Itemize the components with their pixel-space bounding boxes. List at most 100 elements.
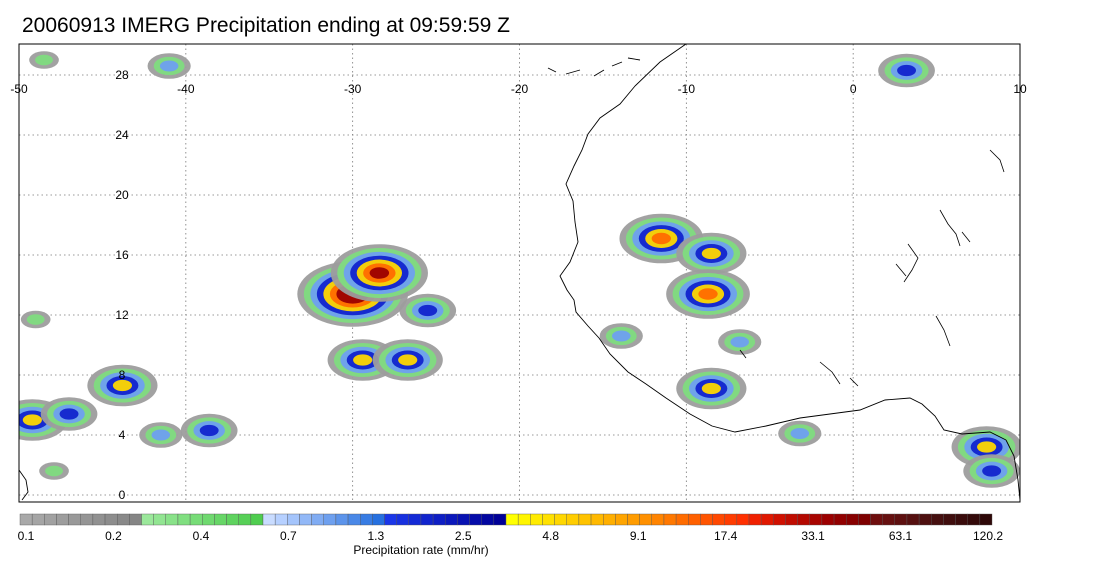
colorbar-swatch <box>943 513 956 526</box>
colorbar-swatch <box>372 513 385 526</box>
colorbar-swatch <box>542 513 555 526</box>
colorbar-swatch <box>44 513 57 526</box>
longitude-label: -20 <box>511 82 529 96</box>
longitude-label: 10 <box>1013 82 1027 96</box>
colorbar-swatch <box>615 513 628 526</box>
colorbar-swatch <box>797 513 810 526</box>
colorbar-swatch <box>481 513 495 526</box>
colorbar-swatch <box>566 513 580 526</box>
colorbar-swatch <box>894 513 908 526</box>
precip-cell-layer <box>59 408 79 420</box>
colorbar-swatch <box>967 513 981 526</box>
colorbar-swatch <box>590 513 604 526</box>
colorbar-swatch <box>809 513 823 526</box>
colorbar-swatch <box>92 513 106 526</box>
colorbar-tick-labels: 0.1 0.2 0.4 0.7 1.3 2.5 4.8 9.1 17.4 33.1 63.1 120.… <box>18 529 1004 543</box>
precip-cell-layer <box>151 429 171 441</box>
colorbar-swatch <box>651 513 665 526</box>
colorbar-swatch <box>785 513 798 526</box>
colorbar-swatch <box>833 513 847 526</box>
precip-cell-layer <box>698 288 718 300</box>
colorbar-tick-label: 17.4 <box>714 529 738 543</box>
longitude-label: -50 <box>10 82 28 96</box>
colorbar-swatch <box>445 513 458 526</box>
longitude-label: -30 <box>344 82 362 96</box>
inland-lakes-and-rivers <box>739 149 1005 387</box>
colorbar-swatch <box>262 513 276 526</box>
precip-cell-layer <box>35 54 53 66</box>
colorbar-swatch <box>68 513 81 526</box>
colorbar-swatch <box>906 513 920 526</box>
precip-cell-layer <box>418 304 438 317</box>
precip-cell-layer <box>112 379 133 392</box>
colorbar-swatch <box>773 513 786 526</box>
colorbar-swatch <box>274 513 288 526</box>
colorbar-swatch <box>688 513 701 526</box>
colorbar-swatch <box>165 513 179 526</box>
precip-cell-layer <box>398 354 418 366</box>
precip-cell-layer <box>701 382 721 395</box>
colorbar-swatch <box>347 513 361 526</box>
colorbar-swatch <box>457 513 470 526</box>
precip-cell-layer <box>612 330 631 342</box>
colorbar-swatch <box>700 513 713 526</box>
precip-cell-layer <box>45 465 63 477</box>
colorbar-swatch <box>396 513 409 526</box>
colorbar-swatch <box>177 513 191 526</box>
colorbar-tick-label: 0.7 <box>280 529 297 543</box>
colorbar-swatch <box>360 513 373 526</box>
precip-cell-layer <box>897 64 917 77</box>
colorbar-tick-label: 2.5 <box>455 529 472 543</box>
precip-cell-layer <box>982 465 1002 477</box>
colorbar-tick-label: 4.8 <box>542 529 559 543</box>
colorbar-swatch <box>432 513 446 526</box>
colorbar-swatch <box>955 513 968 526</box>
colorbar-swatch <box>141 513 154 526</box>
colorbar-swatch <box>19 513 33 526</box>
latitude-label: 0 <box>119 488 126 502</box>
colorbar-swatch <box>724 513 738 526</box>
colorbar-tick-label: 9.1 <box>630 529 647 543</box>
colorbar-swatch <box>31 513 45 526</box>
colorbar <box>19 513 993 526</box>
colorbar-swatch <box>250 513 264 526</box>
colorbar-swatch <box>384 513 397 526</box>
colorbar-tick-label: 0.4 <box>193 529 210 543</box>
map-title: 20060913 IMERG Precipitation ending at 0… <box>22 14 510 37</box>
colorbar-swatch <box>335 513 349 526</box>
colorbar-swatch <box>736 513 750 526</box>
colorbar-swatch <box>846 513 859 526</box>
colorbar-swatch <box>530 513 543 526</box>
colorbar-swatch <box>408 513 422 526</box>
precip-cell-layer <box>701 247 721 260</box>
south-america-coast <box>19 469 29 501</box>
latitude-label: 12 <box>115 308 129 322</box>
colorbar-swatch <box>578 513 592 526</box>
colorbar-swatch <box>189 513 203 526</box>
colorbar-swatch <box>469 513 482 526</box>
latitude-label: 4 <box>119 428 126 442</box>
colorbar-swatch <box>979 513 993 526</box>
colorbar-swatch <box>493 513 507 526</box>
colorbar-swatch <box>238 513 252 526</box>
colorbar-swatch <box>104 513 118 526</box>
longitude-label: -10 <box>678 82 696 96</box>
colorbar-swatch <box>129 513 142 526</box>
colorbar-swatch <box>153 513 166 526</box>
africa-coastline <box>559 44 1007 441</box>
precip-cell-layer <box>159 60 179 72</box>
colorbar-tick-label: 63.1 <box>889 529 913 543</box>
colorbar-swatch <box>80 513 94 526</box>
colorbar-swatch <box>287 513 300 526</box>
colorbar-swatch <box>299 513 312 526</box>
african-southwest-coast <box>1005 439 1020 501</box>
latitude-label: 20 <box>115 188 129 202</box>
precip-cell-layer <box>651 232 671 245</box>
colorbar-swatch <box>420 513 434 526</box>
longitude-labels: -50 -40 -30 -20 -10 0 10 <box>10 82 1027 96</box>
colorbar-swatch <box>639 513 653 526</box>
latitude-label: 24 <box>115 128 129 142</box>
longitude-label: 0 <box>850 82 857 96</box>
precip-cell-layer <box>353 354 373 366</box>
